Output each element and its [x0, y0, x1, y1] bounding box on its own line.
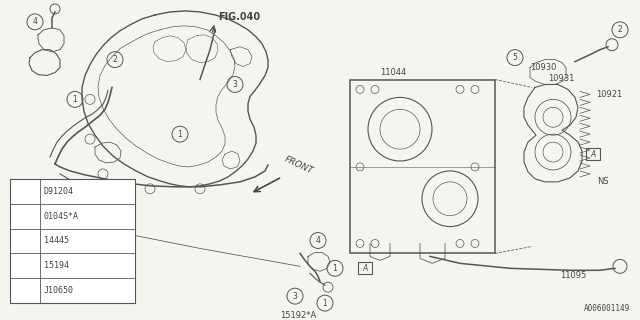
Text: 14445: 14445 [44, 236, 69, 245]
Text: 1: 1 [178, 130, 182, 139]
Text: 2: 2 [618, 25, 622, 34]
Text: 3: 3 [232, 80, 237, 89]
Text: 1: 1 [323, 299, 328, 308]
Bar [586, 148, 600, 160]
Text: FIG.040: FIG.040 [218, 12, 260, 22]
Text: 3: 3 [292, 292, 298, 300]
Text: 10930: 10930 [530, 63, 556, 72]
Text: 4: 4 [20, 261, 24, 270]
Text: 1: 1 [72, 95, 77, 104]
Text: A006001149: A006001149 [584, 304, 630, 313]
Bar [358, 262, 372, 274]
Text: 4: 4 [33, 17, 37, 26]
Text: 11095: 11095 [560, 271, 586, 280]
Text: FRONT: FRONT [283, 155, 315, 176]
Text: NS: NS [597, 177, 609, 186]
Text: A: A [362, 264, 367, 273]
Text: 11044: 11044 [380, 68, 406, 76]
Text: 3: 3 [20, 236, 24, 245]
Text: 15192*A: 15192*A [280, 311, 316, 320]
Text: 0104S*A: 0104S*A [44, 212, 79, 221]
Text: 5: 5 [20, 286, 24, 295]
Text: 5: 5 [513, 53, 517, 62]
Bar [350, 79, 495, 253]
Text: 15192*B: 15192*B [30, 221, 67, 231]
Text: 2: 2 [20, 212, 24, 221]
Text: 15194: 15194 [44, 261, 69, 270]
Text: 2: 2 [113, 55, 117, 64]
Text: A: A [590, 149, 596, 158]
Text: 10931: 10931 [548, 75, 574, 84]
Bar [10, 179, 135, 303]
Text: 1: 1 [20, 187, 24, 196]
Text: D91204: D91204 [44, 187, 74, 196]
Text: 10921: 10921 [596, 90, 622, 100]
Text: 1: 1 [333, 264, 337, 273]
Text: J10650: J10650 [44, 286, 74, 295]
Text: 4: 4 [316, 236, 321, 245]
